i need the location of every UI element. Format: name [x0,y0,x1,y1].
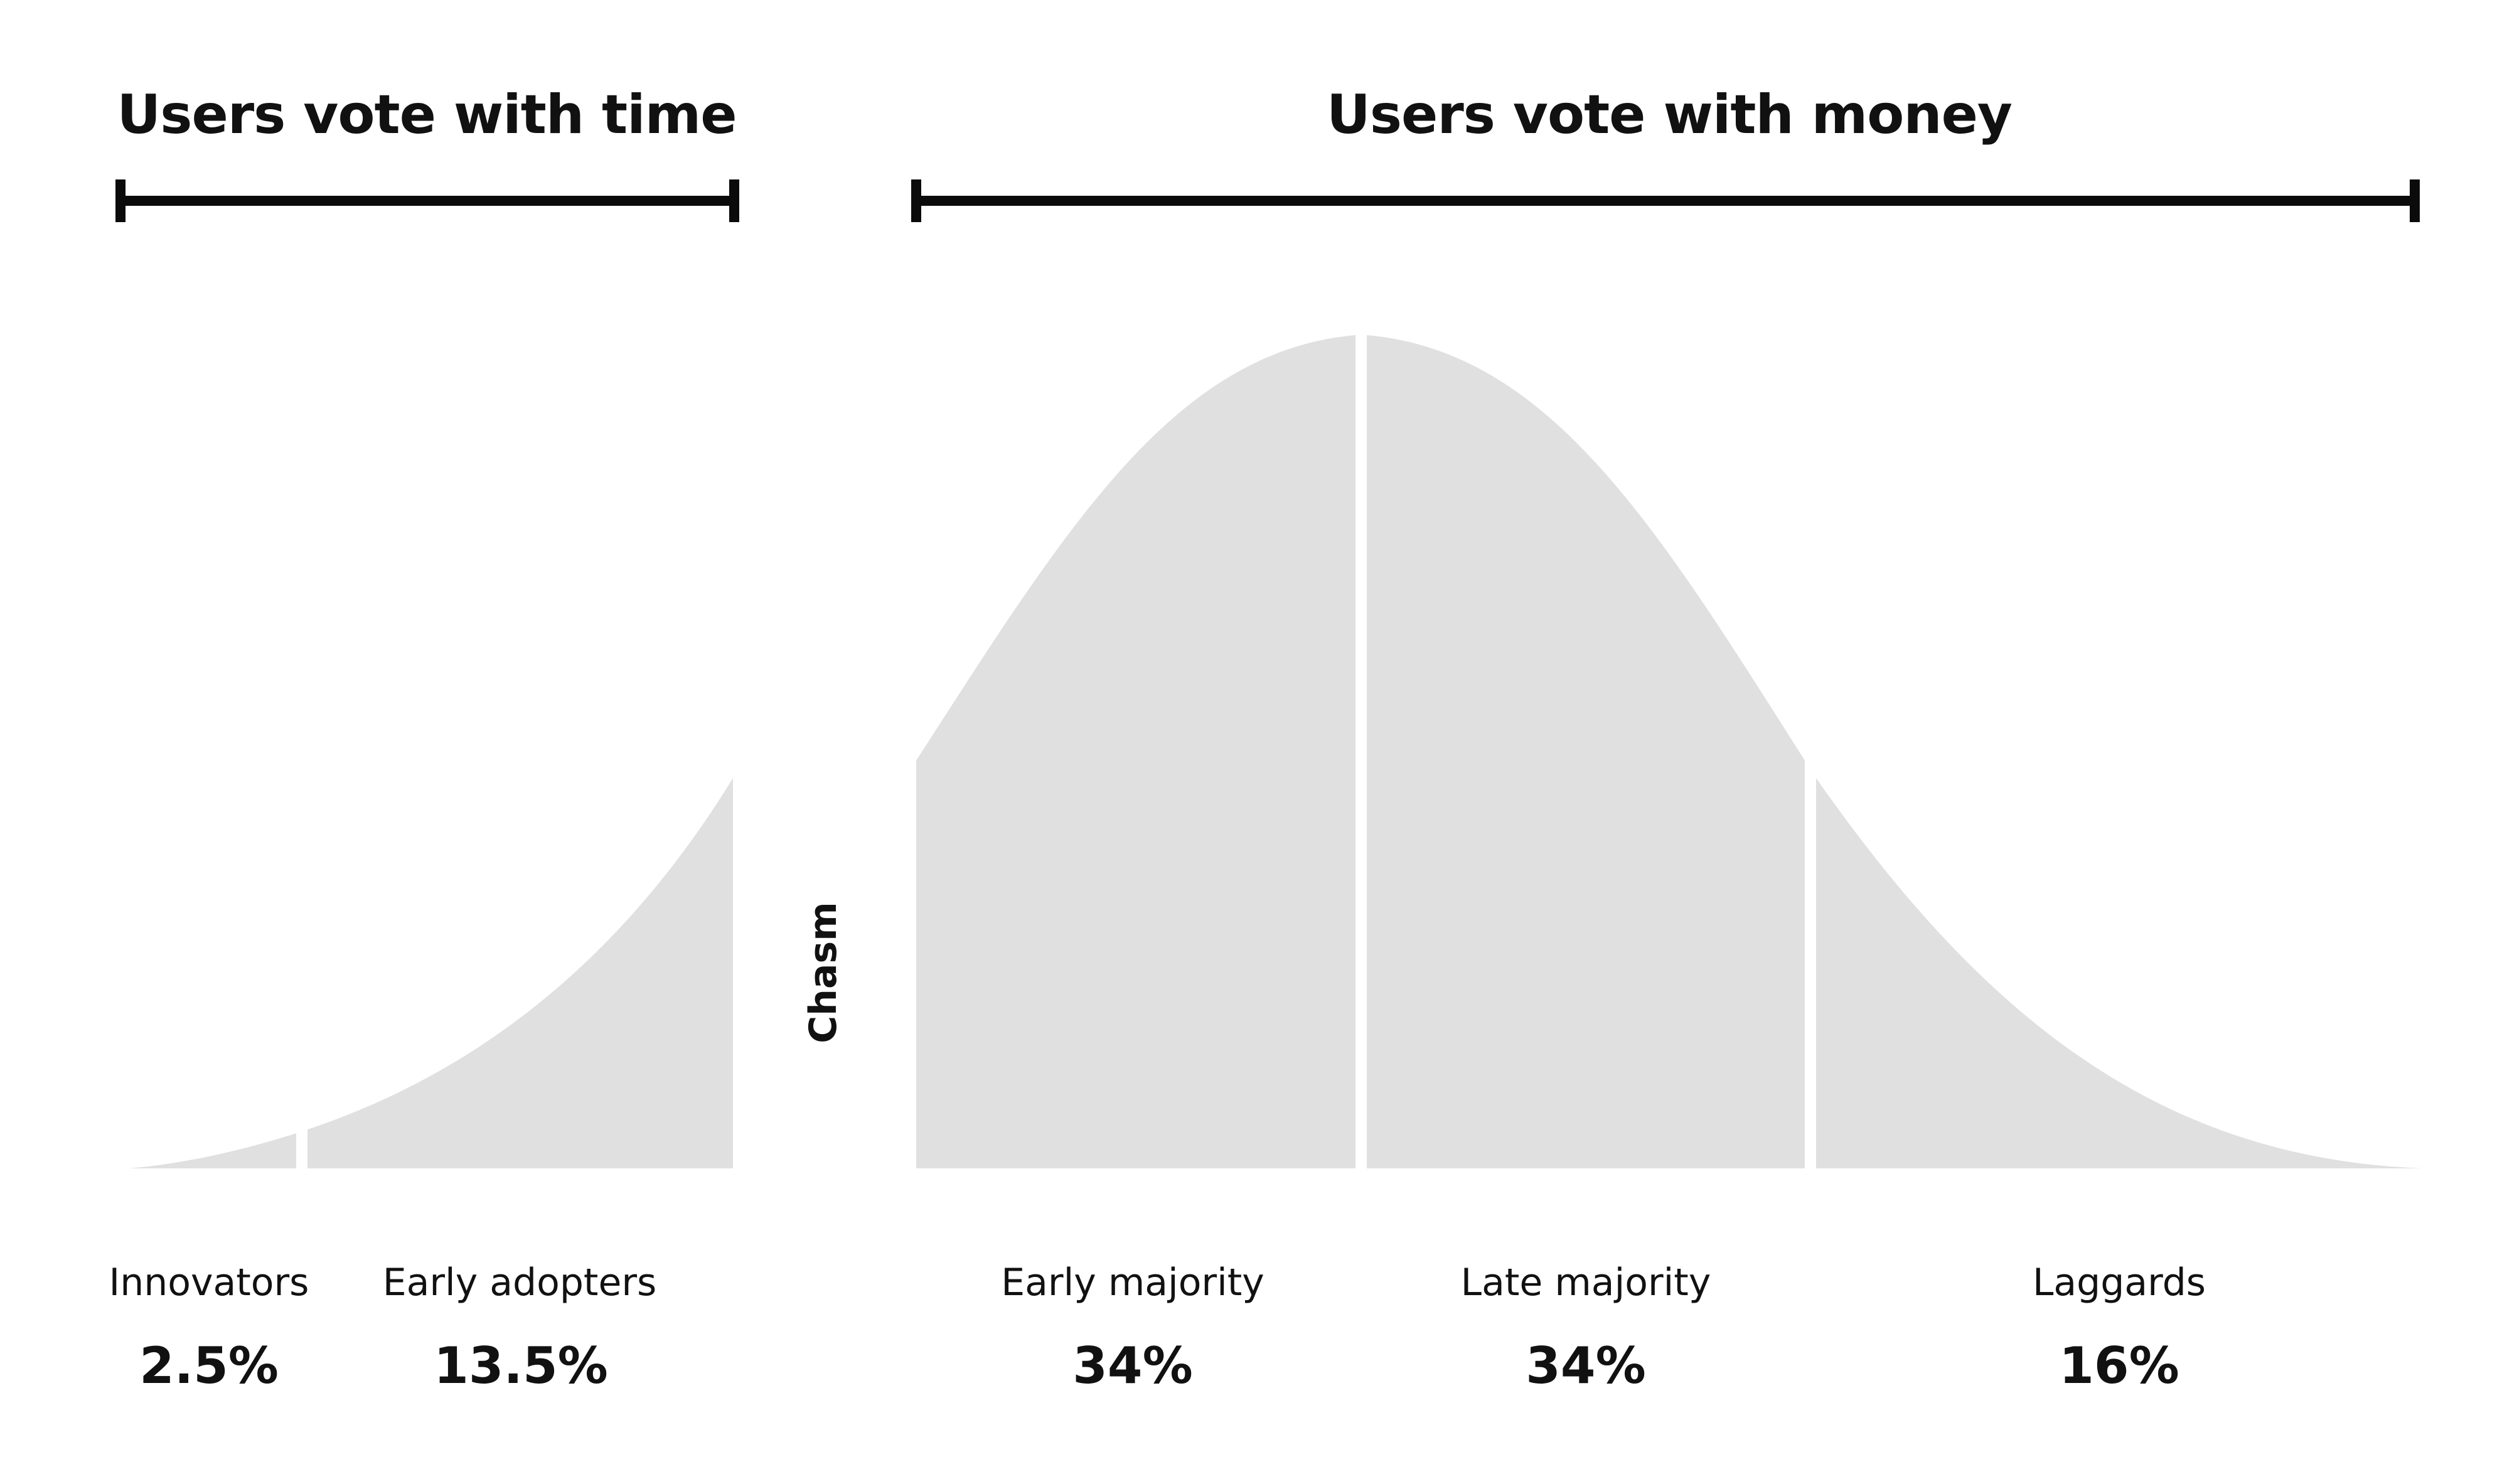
bracket-time [115,179,739,222]
segment-area-innovators [129,1133,296,1168]
segment-label-innovators: Innovators [109,1261,309,1305]
segment-percent-late-majority: 34% [1526,1337,1645,1395]
segment-percent-innovators: 2.5% [139,1337,279,1395]
segment-label-early-adopters: Early adopters [383,1261,657,1305]
segment-label-late-majority: Late majority [1461,1261,1711,1305]
segment-percent-early-adopters: 13.5% [434,1337,608,1395]
segment-label-early-majority: Early majority [1001,1261,1264,1305]
segment-area-laggards [1816,778,2422,1168]
segment-percent-laggards: 16% [2059,1337,2179,1395]
bracket-money [911,179,2420,222]
segment-area-early-majority [916,335,1355,1168]
segment-percent-early-majority: 34% [1072,1337,1192,1395]
chasm-label: Chasm [801,902,845,1043]
segment-area-late-majority [1367,335,1805,1168]
group-heading-money: Users vote with money [1327,83,2012,146]
group-heading-time: Users vote with time [117,83,736,146]
segment-area-early-adopters [307,778,733,1168]
segment-label-laggards: Laggards [2033,1261,2206,1305]
